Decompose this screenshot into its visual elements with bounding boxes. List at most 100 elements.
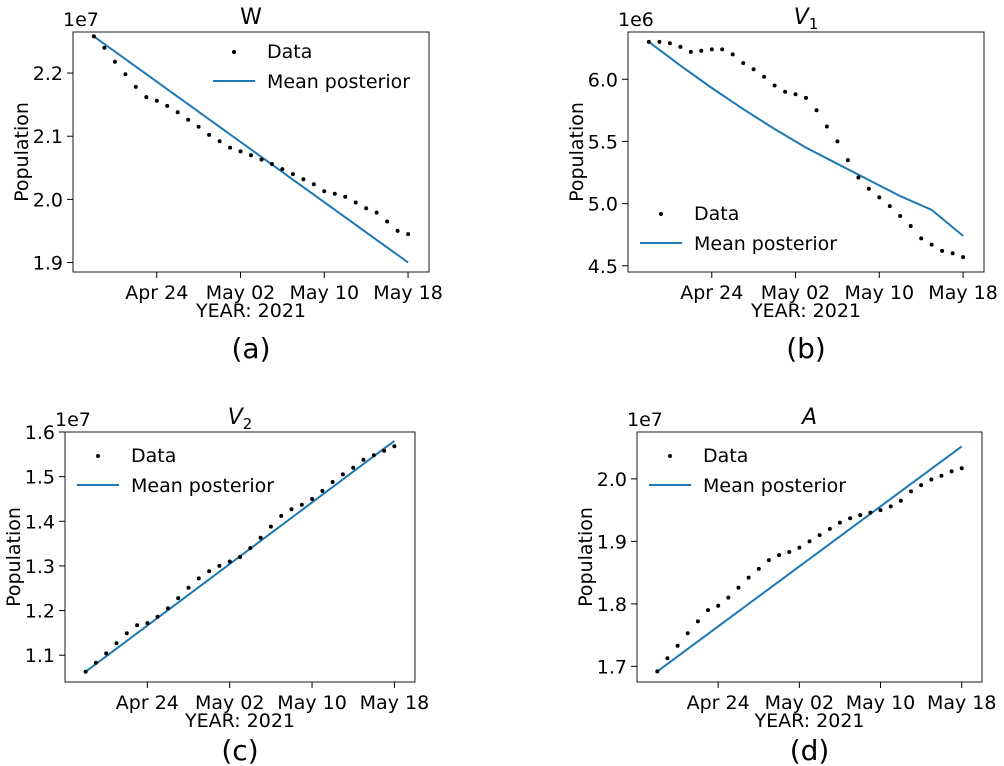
legend-label-mean-posterior: Mean posterior	[267, 71, 410, 93]
data-point	[289, 507, 294, 512]
legend: Data Mean posterior	[649, 445, 846, 497]
data-point	[227, 559, 232, 564]
data-point	[856, 175, 861, 180]
legend-label-data: Data	[694, 203, 739, 225]
x-tick-label: Apr 24	[116, 692, 179, 714]
data-point	[322, 189, 327, 194]
x-tick-label: May 18	[927, 692, 997, 714]
data-point	[793, 92, 798, 97]
x-tick-label: May 02	[195, 692, 265, 714]
data-point	[699, 48, 704, 53]
data-point	[959, 466, 964, 471]
data-point	[845, 158, 850, 163]
data-point	[736, 585, 741, 590]
data-point	[104, 651, 109, 656]
legend-label-mean-posterior: Mean posterior	[694, 233, 837, 255]
axis-offset-text: 1e7	[55, 409, 91, 431]
y-tick-label: 4.5	[588, 256, 618, 278]
data-point	[835, 139, 840, 144]
data-point	[866, 186, 871, 191]
y-tick-label: 1.3	[25, 556, 55, 578]
data-point	[766, 558, 771, 563]
data-point	[228, 145, 233, 150]
data-point	[290, 172, 295, 177]
y-tick-label: 5.5	[588, 131, 618, 153]
data-point	[382, 448, 387, 453]
chart-title: W	[240, 5, 262, 30]
data-point	[919, 236, 924, 241]
data-point	[135, 623, 140, 628]
y-tick-label: 5.0	[588, 194, 618, 216]
axis-offset-text: 1e7	[627, 409, 663, 431]
data-point	[176, 596, 181, 601]
y-tick-label: 1.5	[25, 467, 55, 489]
data-point	[123, 72, 128, 77]
data-point	[165, 606, 170, 611]
data-point	[949, 469, 954, 474]
chart-panel-d: 1.7 1.8 1.9 2.0 Apr 24 May 02 May 10 May 18 1e7 Y…	[575, 405, 996, 766]
data-point	[848, 516, 853, 521]
legend-data-marker	[232, 50, 236, 54]
y-tick-label: 2.0	[33, 189, 63, 211]
x-tick-label: May 10	[290, 282, 360, 304]
data-point	[787, 550, 792, 554]
y-tick-label: 2.1	[33, 126, 63, 148]
data-point	[175, 110, 180, 115]
data-point	[343, 194, 348, 199]
data-point	[320, 488, 325, 493]
data-point	[741, 61, 746, 66]
data-point	[950, 251, 955, 256]
legend-label-data: Data	[131, 445, 176, 467]
x-tick-label: Apr 24	[687, 692, 750, 714]
data-point	[777, 553, 782, 558]
data-point	[756, 566, 761, 571]
x-tick-label: May 10	[846, 692, 916, 714]
data-point	[406, 232, 411, 237]
data-point	[685, 631, 690, 636]
x-tick-label: May 02	[765, 692, 835, 714]
plot-frame	[72, 31, 430, 273]
data-point	[804, 95, 808, 100]
panel-label: (d)	[790, 734, 830, 766]
x-tick-label: May 18	[360, 692, 430, 714]
data-point	[939, 473, 944, 478]
y-tick-label: 1.7	[597, 656, 627, 678]
data-point	[353, 200, 358, 205]
data-point	[887, 204, 892, 209]
data-point	[310, 497, 315, 501]
x-axis-label: YEAR: 2021	[184, 710, 295, 732]
data-point	[929, 242, 934, 247]
data-point	[268, 524, 273, 529]
data-point	[133, 84, 138, 89]
legend-label-data: Data	[267, 41, 312, 63]
data-point	[217, 563, 222, 568]
chart-panel-c: 1.1 1.2 1.3 1.4 1.5 1.6 Apr 24 May 02 May 10 May …	[3, 405, 429, 766]
data-point	[878, 508, 883, 513]
data-point	[269, 162, 274, 166]
data-point	[186, 585, 191, 590]
chart-panel-a: 1.9 2.0 2.1 2.2 Apr 24 May 02 May 10 May 18 1e7 Y…	[11, 5, 443, 365]
data-point	[720, 47, 725, 52]
y-tick-label: 1.9	[33, 253, 63, 275]
data-point	[877, 195, 882, 200]
data-point	[124, 631, 129, 636]
chart-panel-b: 4.5 5.0 5.5 6.0 Apr 24 May 02 May 10 May 18 1e6 Y…	[566, 5, 998, 365]
y-tick-label: 1.6	[25, 422, 55, 444]
data-point	[908, 224, 913, 228]
x-tick-label: May 02	[206, 282, 276, 304]
chart-title: V1	[794, 5, 819, 33]
y-tick-label: 1.8	[597, 594, 627, 616]
data-point	[299, 502, 304, 507]
data-point	[940, 248, 945, 253]
data-point	[675, 643, 680, 648]
legend: Data Mean posterior	[77, 445, 274, 497]
y-axis-label: Population	[575, 507, 597, 607]
data-point	[248, 546, 253, 551]
data-point	[706, 608, 710, 613]
data-point	[929, 477, 934, 482]
data-point	[909, 489, 913, 494]
data-point	[196, 124, 201, 129]
data-point	[364, 206, 369, 211]
x-tick-label: May 10	[845, 282, 915, 304]
data-point	[340, 472, 345, 477]
